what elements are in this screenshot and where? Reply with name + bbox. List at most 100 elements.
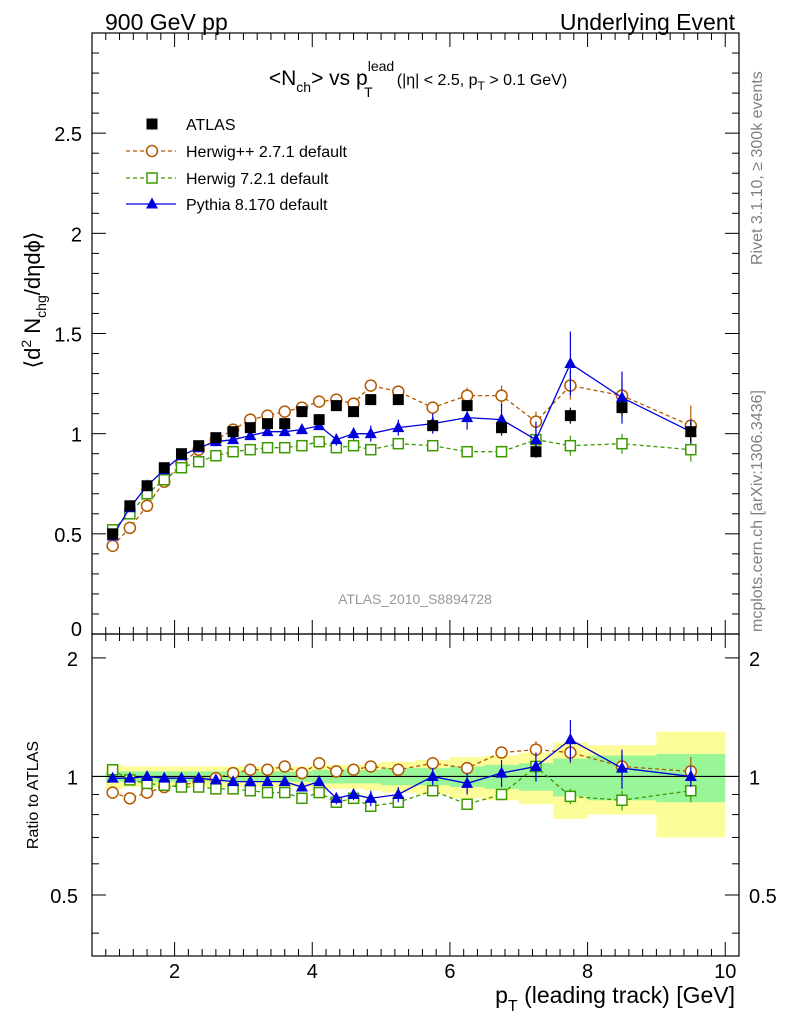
ratio-herwig-2-7-1-default-point [295, 766, 309, 780]
y-tick-label: 2 [71, 224, 82, 246]
pythia-8-170-default-point [564, 357, 577, 369]
ratio-herwig-7-2-1-default-point [278, 786, 291, 799]
legend: ATLAS Herwig++ 2.7.1 default Herwig 7.2.1 … [126, 117, 348, 214]
ratio-pythia-8-170-default-point [615, 761, 628, 773]
ratio-y-tick-label: 1 [67, 767, 78, 789]
herwig-7-2-1-default-line [112, 439, 691, 531]
ratio-pythia-8-170-default-point [227, 775, 240, 787]
pythia-8-170-default-point [261, 425, 274, 437]
ratio-pythia-8-170-default-point [123, 771, 136, 783]
legend-marker [146, 172, 158, 184]
x-tick-label: 4 [307, 961, 318, 983]
analysis-watermark: ATLAS_2010_S8894728 [338, 591, 492, 607]
ratio-herwig-2-7-1-default-point [364, 760, 378, 773]
header-left: 900 GeV pp [105, 9, 228, 35]
herwig-7-2-1-default-point [227, 445, 239, 458]
ratio-herwig-7-2-1-default-point [296, 792, 308, 805]
ratio-herwig-7-2-1-default-point [244, 784, 257, 797]
ratio-frame [91, 633, 740, 957]
ratio-pythia-8-170-default-point [495, 766, 508, 778]
herwig-7-2-1-default-point [210, 449, 222, 462]
ratio-herwig-2-7-1-default-point [123, 792, 137, 805]
y-tick-label: 0.5 [54, 525, 82, 547]
atlas-point [107, 528, 119, 540]
ratio-herwig-2-7-1-default-point [460, 761, 474, 775]
atlas-point [392, 394, 404, 406]
ratio-herwig-7-2-1-default-point [685, 784, 697, 797]
ratio-pythia-8-170-default-point [529, 759, 542, 771]
ratio-herwig-7-2-1-default-point [210, 783, 222, 795]
main-title: <Nch> vs plead T(|η| < 2.5, pT > 0.1 GeV) [269, 58, 567, 100]
y-tick-label: 1.5 [54, 325, 82, 347]
pythia-8-170-default-point [529, 433, 542, 445]
ratio-pythia-8-170-default-point [295, 780, 308, 792]
atlas-point [564, 410, 576, 422]
ratio-y-tick-label: 2 [67, 649, 78, 671]
x-tick-label: 6 [444, 961, 455, 983]
pythia-8-170-default-point [244, 429, 257, 441]
ratio-herwig-7-2-1-default-point [564, 790, 577, 803]
atlas-point [616, 402, 628, 414]
ratio-herwig-2-7-1-default-point [261, 763, 274, 776]
legend-entry: Herwig++ 2.7.1 default [186, 144, 348, 161]
ratio-pythia-8-170-default-point [141, 769, 154, 781]
ratio-pythia-8-170-default-point [564, 733, 577, 745]
x-tick-label: 10 [714, 961, 736, 983]
legend-entry: Pythia 8.170 default [186, 197, 328, 214]
y-tick-label: 2.5 [54, 124, 82, 146]
herwig-2-7-1-default-point [495, 389, 508, 402]
pythia-8-170-default-point [330, 433, 343, 445]
x-tick-label: 8 [582, 961, 593, 983]
ratio-pythia-8-170-default-point [426, 769, 439, 781]
atlas-point [685, 426, 697, 438]
herwig-7-2-1-default-point [313, 435, 325, 448]
ratio-herwig-7-2-1-default-point [192, 781, 205, 793]
ratio-pythia-8-170-default-point [209, 773, 222, 785]
herwig-2-7-1-default-point [106, 539, 119, 553]
atlas-point [244, 422, 256, 434]
ratio-herwig-2-7-1-default-point [426, 757, 439, 770]
herwig-7-2-1-default-point [244, 443, 257, 456]
herwig-7-2-1-default-point [261, 441, 274, 454]
herwig-2-7-1-default-point [312, 395, 326, 408]
atlas-point [227, 426, 239, 438]
main-ylabel: ⟨d2 Nchg/dηdϕ⟩ [18, 232, 49, 369]
atlas-point [124, 500, 136, 512]
ratio-herwig-7-2-1-default-point [175, 781, 188, 793]
ratio-herwig-7-2-1-default-point [261, 786, 274, 799]
pythia-8-170-default-point [227, 433, 240, 445]
atlas-point [210, 432, 222, 444]
ratio-y-tick-label-right: 2 [749, 649, 760, 671]
ratio-panel: 0.5 0.5 1 1 2 2 2 4 6 8 10 Ratio to ATLAS pT (lead… [25, 633, 777, 1015]
ratio-herwig-2-7-1-default-line [112, 748, 691, 799]
mcplots-label: mcplots.cern.ch [arXiv:1306.3436] [749, 390, 766, 632]
x-tick-label: 2 [169, 961, 180, 983]
herwig-2-7-1-default-point [364, 379, 378, 392]
x-axis-label: pT (leading track) [GeV] [495, 982, 735, 1015]
ratio-herwig-7-2-1-default-point [495, 788, 508, 801]
atlas-point [175, 448, 187, 460]
ratio-herwig-2-7-1-default-point [244, 763, 257, 776]
ratio-pythia-8-170-default-point [330, 791, 343, 803]
atlas-point [496, 422, 508, 434]
herwig-7-2-1-default-point [192, 455, 205, 468]
herwig-7-2-1-default-point [495, 445, 508, 458]
ratio-pythia-8-170-default-point [175, 771, 188, 783]
main-panel: 0.5 1 1.5 2 2.5 0 <Nch> vs plead T(|η| < 2.5, … [18, 32, 740, 641]
ratio-y-tick-label: 0.5 [50, 886, 78, 908]
legend-marker [146, 197, 158, 209]
herwig-7-2-1-default-point [347, 439, 360, 452]
ratio-pythia-8-170-default-point [347, 787, 360, 799]
herwig-7-2-1-default-point [685, 443, 697, 456]
ratio-pythia-8-170-default-point [244, 775, 257, 787]
legend-entry: ATLAS [186, 117, 236, 134]
pythia-8-170-default-point [392, 421, 405, 433]
herwig-2-7-1-default-point [140, 499, 154, 513]
ratio-pythia-8-170-default-point [684, 769, 697, 781]
ratio-herwig-2-7-1-default-point [312, 757, 326, 770]
herwig-2-7-1-default-point [460, 389, 474, 402]
herwig-7-2-1-default-point [616, 437, 628, 450]
pythia-8-170-default-point [295, 423, 308, 435]
ratio-herwig-7-2-1-default-point [313, 786, 325, 799]
